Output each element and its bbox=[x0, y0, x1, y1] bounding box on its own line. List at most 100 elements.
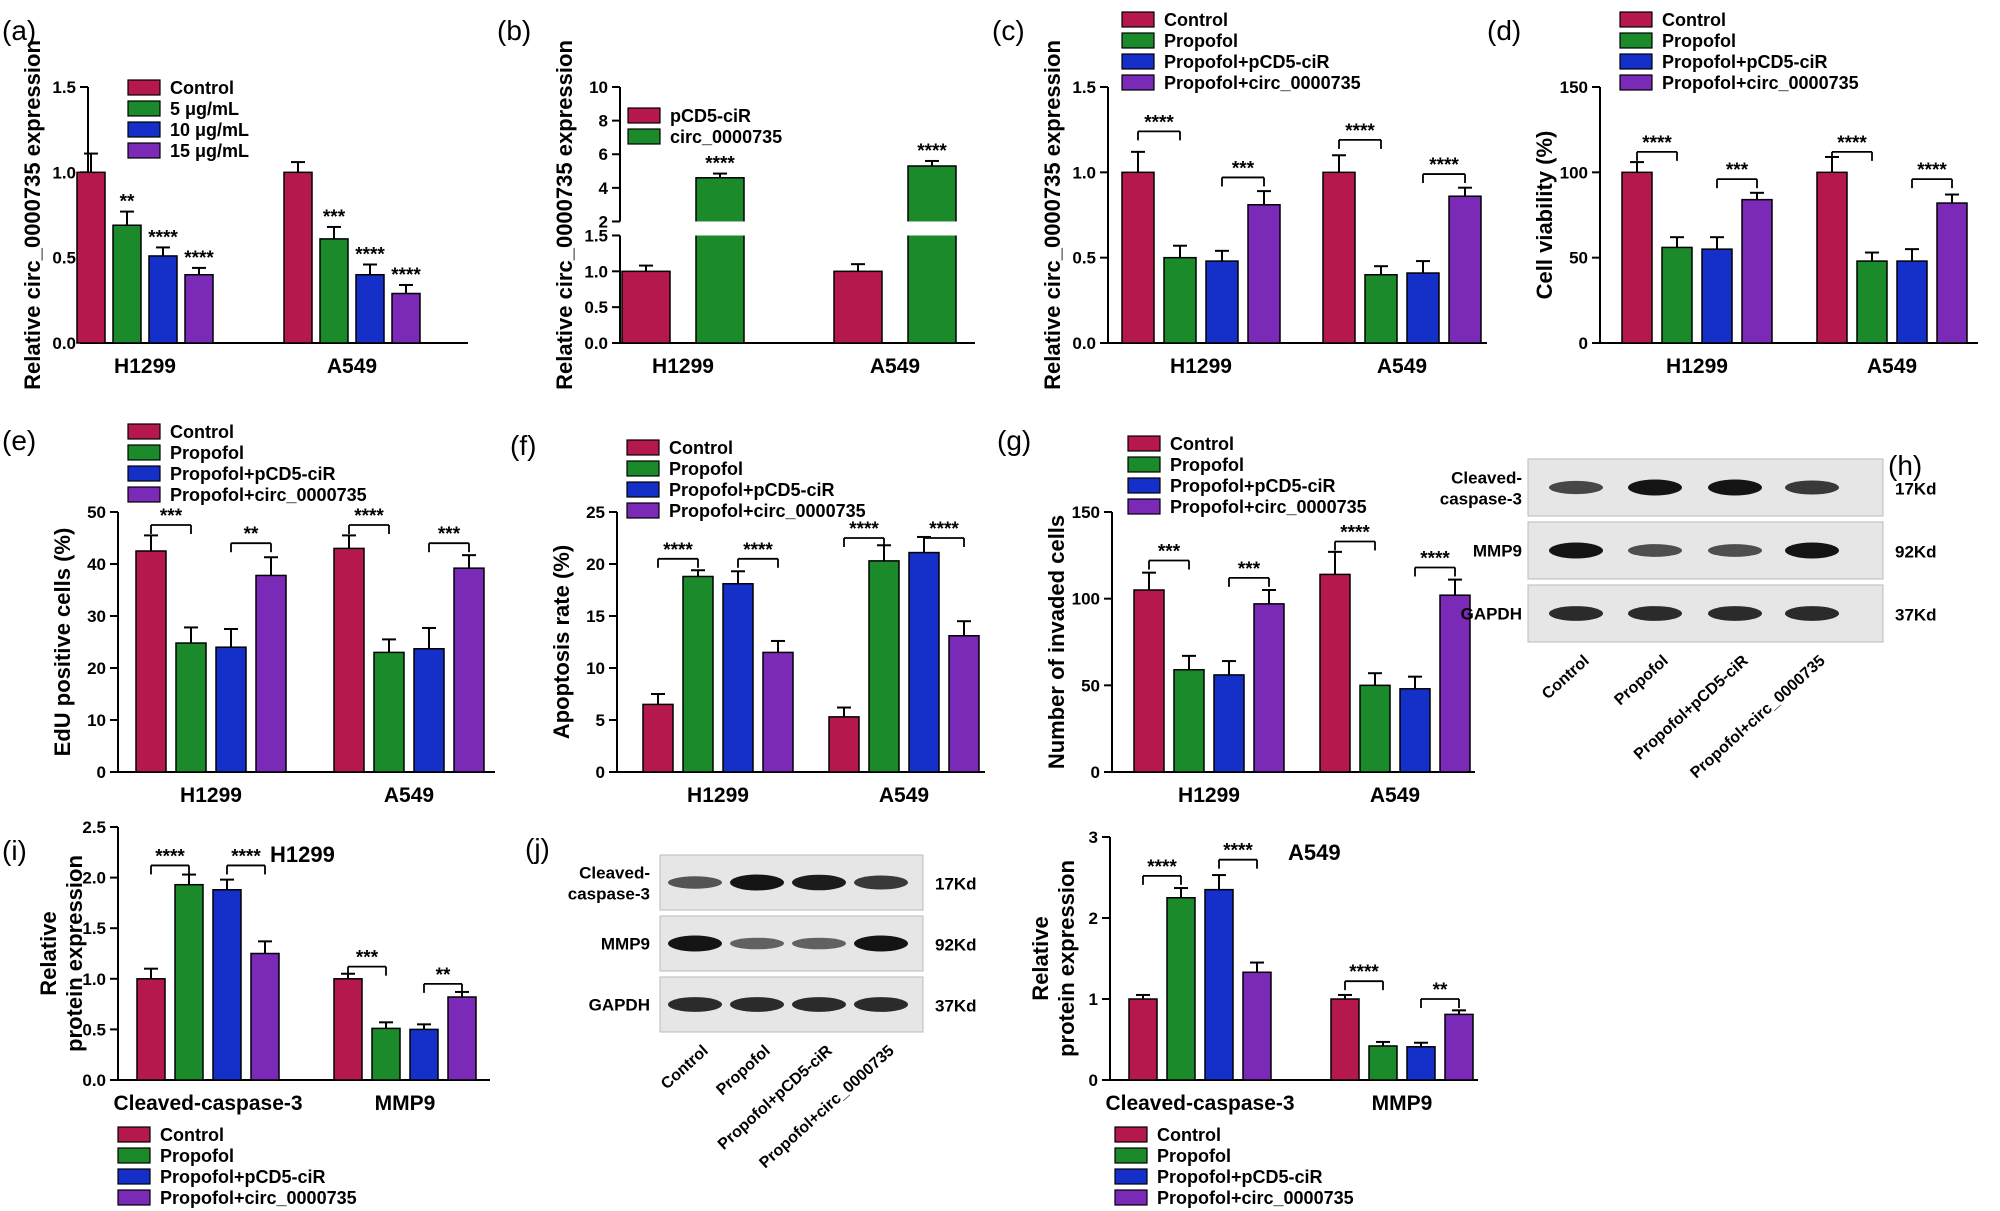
legend-label: Propofol bbox=[160, 1146, 234, 1166]
x-category-label: H1299 bbox=[1170, 355, 1232, 378]
y-tick-label: 0.0 bbox=[1072, 334, 1096, 353]
legend-swatch bbox=[117, 1189, 151, 1206]
y-tick-label: 50 bbox=[1081, 676, 1100, 695]
bar bbox=[135, 550, 167, 773]
bar bbox=[682, 575, 714, 773]
blot-lane-label: Propofol bbox=[713, 1042, 773, 1099]
blot-band bbox=[1549, 542, 1603, 559]
bar bbox=[1936, 202, 1968, 344]
legend-swatch bbox=[626, 460, 660, 477]
y-tick-label: 0.5 bbox=[82, 1020, 106, 1039]
blot-band bbox=[668, 935, 722, 952]
bar bbox=[1444, 1013, 1474, 1081]
blot-row-label-line: MMP9 bbox=[1473, 542, 1522, 561]
bar bbox=[333, 978, 363, 1081]
y-tick-label: 1.0 bbox=[52, 163, 76, 182]
panel-label: (c) bbox=[992, 15, 1025, 46]
blot-band bbox=[792, 997, 846, 1012]
legend-swatch bbox=[117, 1168, 151, 1185]
legend-swatch bbox=[626, 439, 660, 456]
blot-band bbox=[1785, 480, 1839, 495]
legend-swatch bbox=[1114, 1126, 1148, 1143]
panel-label: (d) bbox=[1487, 15, 1521, 46]
y-tick-label: 10 bbox=[586, 659, 605, 678]
chart-panel: 0 50 100 150 Cell viability (%) (d) H1299 A549 *… bbox=[1487, 10, 1978, 378]
legend-label: 5 μg/mL bbox=[170, 99, 239, 119]
bar bbox=[695, 177, 745, 344]
significance-label: **** bbox=[1917, 160, 1947, 181]
significance-label: **** bbox=[705, 154, 735, 175]
blot-band bbox=[792, 937, 846, 950]
bar bbox=[1439, 594, 1471, 773]
bar bbox=[355, 273, 385, 344]
legend-swatch bbox=[127, 79, 161, 96]
bar bbox=[1359, 684, 1391, 773]
legend-label: Propofol bbox=[170, 443, 244, 463]
bar bbox=[175, 642, 207, 773]
significance-label: *** bbox=[1232, 158, 1255, 179]
bar bbox=[136, 978, 166, 1081]
legend-swatch bbox=[1114, 1147, 1148, 1164]
legend-label: Control bbox=[1157, 1125, 1221, 1145]
y-tick-label: 8 bbox=[599, 112, 608, 131]
y-tick-label: 1 bbox=[1089, 990, 1098, 1009]
bar bbox=[1319, 573, 1351, 773]
bar bbox=[1253, 603, 1285, 773]
blot-band bbox=[730, 997, 784, 1012]
axis-break-gap bbox=[906, 221, 958, 236]
legend-swatch bbox=[626, 481, 660, 498]
blot-band bbox=[854, 875, 908, 890]
blot-band bbox=[1628, 479, 1682, 496]
bar bbox=[212, 888, 242, 1081]
significance-label: **** bbox=[743, 540, 773, 561]
bar bbox=[1364, 273, 1398, 344]
y-tick-label: 0 bbox=[1091, 763, 1100, 782]
significance-label: *** bbox=[1238, 559, 1261, 580]
legend-label: Control bbox=[160, 1125, 224, 1145]
bar bbox=[1242, 971, 1272, 1081]
bar bbox=[1205, 260, 1239, 344]
significance-label: *** bbox=[1158, 542, 1181, 563]
legend-swatch bbox=[1121, 53, 1155, 70]
y-tick-label: 1.5 bbox=[1072, 78, 1096, 97]
legend-label: Propofol+circ_0000735 bbox=[160, 1188, 357, 1208]
blot-row-label: Cleaved-caspase-3 bbox=[568, 864, 650, 904]
legend-label: Propofol+circ_0000735 bbox=[1170, 497, 1367, 517]
bar bbox=[1213, 674, 1245, 773]
legend-label: Propofol+pCD5-ciR bbox=[1662, 52, 1828, 72]
y-tick-label: 0 bbox=[97, 763, 106, 782]
x-category-label: H1299 bbox=[1178, 784, 1240, 807]
x-category-label: H1299 bbox=[1666, 355, 1728, 378]
blot-row-label: MMP9 bbox=[601, 935, 650, 954]
legend-swatch bbox=[1619, 53, 1653, 70]
panel-label: (j) bbox=[525, 833, 550, 864]
y-axis-title: EdU positive cells (%) bbox=[50, 528, 75, 757]
y-tick-label: 20 bbox=[586, 555, 605, 574]
bar bbox=[1173, 668, 1205, 773]
y-tick-label: 0 bbox=[1089, 1071, 1098, 1090]
significance-label: **** bbox=[1345, 121, 1375, 142]
y-axis-title: Relativeprotein expression bbox=[36, 855, 87, 1052]
legend-label: Propofol+pCD5-ciR bbox=[1157, 1167, 1323, 1187]
significance-label: **** bbox=[1144, 112, 1174, 133]
panel-label: (f) bbox=[510, 430, 536, 461]
y-tick-label: 0.0 bbox=[82, 1071, 106, 1090]
bar bbox=[1448, 195, 1482, 344]
legend-swatch bbox=[1127, 435, 1161, 452]
y-tick-label: 5 bbox=[596, 711, 605, 730]
legend-label: Propofol+circ_0000735 bbox=[1157, 1188, 1354, 1208]
bar bbox=[1133, 589, 1165, 773]
y-tick-label: 2 bbox=[599, 212, 608, 231]
y-tick-label: 20 bbox=[87, 659, 106, 678]
legend-label: Propofol bbox=[1157, 1146, 1231, 1166]
chart-title: H1299 bbox=[270, 842, 335, 867]
blot-row-label-line: caspase-3 bbox=[1440, 490, 1522, 509]
x-category-label: Cleaved-caspase-3 bbox=[1105, 1092, 1294, 1115]
y-axis-title: Apoptosis rate (%) bbox=[549, 545, 574, 739]
blot-row-label-line: MMP9 bbox=[601, 935, 650, 954]
significance-label: **** bbox=[1642, 133, 1672, 154]
y-tick-label: 0.0 bbox=[52, 334, 76, 353]
panel-label: (a) bbox=[2, 15, 36, 46]
y-axis-title-line: Relative bbox=[36, 911, 61, 995]
bar bbox=[409, 1028, 439, 1081]
